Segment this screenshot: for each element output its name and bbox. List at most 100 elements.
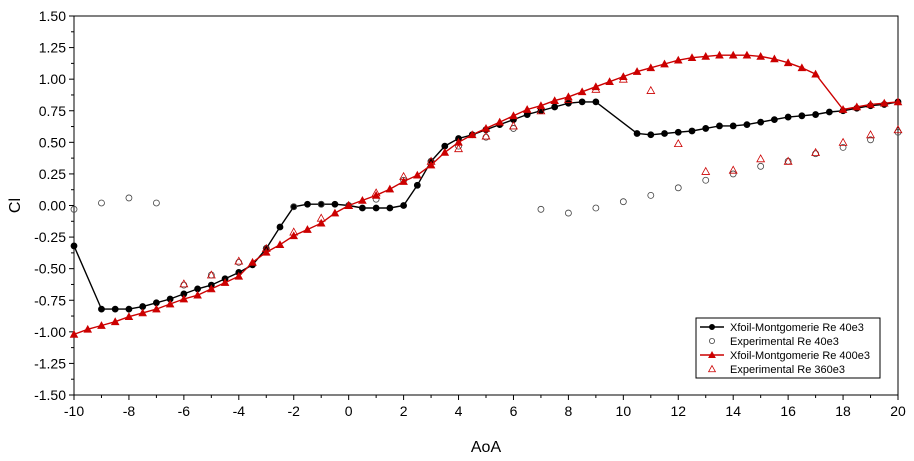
data-point <box>605 77 614 86</box>
legend-label: Xfoil-Montgomerie Re 40e3 <box>730 322 864 334</box>
data-point <box>838 137 848 146</box>
data-point <box>879 98 889 107</box>
data-point <box>811 69 820 78</box>
data-point <box>124 312 134 321</box>
data-point <box>551 103 559 111</box>
x-tick-label: 20 <box>890 403 906 419</box>
data-point <box>702 125 710 132</box>
data-point <box>565 99 572 107</box>
data-point <box>756 154 766 163</box>
data-point <box>565 209 572 217</box>
x-tick-label: -6 <box>178 403 191 419</box>
data-point <box>206 270 216 279</box>
data-point <box>866 100 875 108</box>
data-point <box>344 200 354 209</box>
legend-item: Xfoil-Montgomerie Re 40e3 <box>700 322 864 334</box>
data-point <box>674 184 682 192</box>
series-layer <box>69 50 903 338</box>
data-point <box>70 242 78 250</box>
legend: Xfoil-Montgomerie Re 40e3 Experimental Re… <box>695 317 881 379</box>
data-point <box>70 205 78 213</box>
data-point <box>661 130 668 137</box>
data-point <box>701 52 711 60</box>
x-axis-title: AoA <box>471 439 502 456</box>
x-tick-label: 8 <box>565 403 573 419</box>
data-point <box>125 194 133 202</box>
data-point <box>371 190 381 199</box>
y-tick-label: -0.50 <box>34 261 66 277</box>
data-point <box>110 317 120 326</box>
data-point <box>440 148 450 156</box>
series-4 <box>179 74 903 288</box>
data-point <box>647 191 655 199</box>
data-point <box>152 304 161 313</box>
data-point <box>83 324 93 333</box>
data-point <box>729 170 737 178</box>
data-point <box>454 144 464 153</box>
y-tick-label: -0.25 <box>34 229 66 245</box>
data-point <box>509 111 518 120</box>
data-point <box>426 156 436 165</box>
data-point <box>687 53 697 62</box>
data-point <box>316 213 326 222</box>
y-tick-label: -1.25 <box>34 355 66 371</box>
data-point <box>234 271 244 280</box>
data-point <box>646 63 656 72</box>
data-point <box>674 128 682 136</box>
data-point <box>276 223 284 231</box>
series-2 <box>70 125 902 289</box>
data-point <box>852 102 862 111</box>
data-point <box>400 202 408 209</box>
y-tick-label: 0.00 <box>39 198 66 214</box>
data-point <box>783 58 793 67</box>
data-point <box>618 74 628 83</box>
data-point <box>673 138 683 148</box>
data-point <box>508 121 518 130</box>
data-point <box>372 204 380 212</box>
data-point <box>673 55 683 64</box>
data-point <box>757 118 765 126</box>
legend-item: Experimental Re 360e3 <box>707 364 845 376</box>
legend-marker <box>709 337 716 344</box>
data-point <box>798 112 806 120</box>
data-point <box>316 218 326 227</box>
data-point <box>481 131 491 140</box>
legend-marker <box>708 350 716 359</box>
legend-box <box>695 317 881 379</box>
data-point <box>797 63 807 72</box>
data-point <box>330 208 340 217</box>
axes: -10 -8 -6 -4 -2 0 2 4 6 8 10 12 14 16 18 20 1.50 1.25 1.00… <box>34 8 906 419</box>
y-axis-title: Cl <box>7 198 24 213</box>
data-point <box>289 227 299 236</box>
y-tick-label: 0.50 <box>39 134 66 150</box>
x-tick-label: 18 <box>835 403 851 419</box>
data-point <box>633 130 641 137</box>
data-point <box>207 284 216 293</box>
data-point <box>371 188 381 197</box>
data-point <box>537 205 545 213</box>
data-point <box>386 204 394 212</box>
data-point <box>701 166 711 175</box>
x-tick-label: 10 <box>616 403 632 419</box>
y-tick-label: 1.00 <box>39 71 66 87</box>
x-tick-label: 0 <box>345 403 353 419</box>
data-point <box>578 98 586 106</box>
data-point <box>413 170 422 179</box>
y-tick-label: -1.50 <box>34 387 66 403</box>
data-point <box>728 165 738 174</box>
data-point <box>220 278 230 286</box>
x-tick-label: 2 <box>400 403 408 419</box>
data-point <box>111 305 119 313</box>
data-point <box>536 106 546 115</box>
data-point <box>261 243 271 252</box>
data-point <box>152 199 160 207</box>
y-tick-label: -1.00 <box>34 324 66 340</box>
data-point <box>358 196 367 204</box>
data-point <box>522 105 532 113</box>
data-point <box>125 305 133 313</box>
x-tick-label: -2 <box>288 403 301 419</box>
data-point <box>743 121 751 129</box>
legend-label: Experimental Re 360e3 <box>730 364 845 376</box>
data-point <box>688 127 696 135</box>
